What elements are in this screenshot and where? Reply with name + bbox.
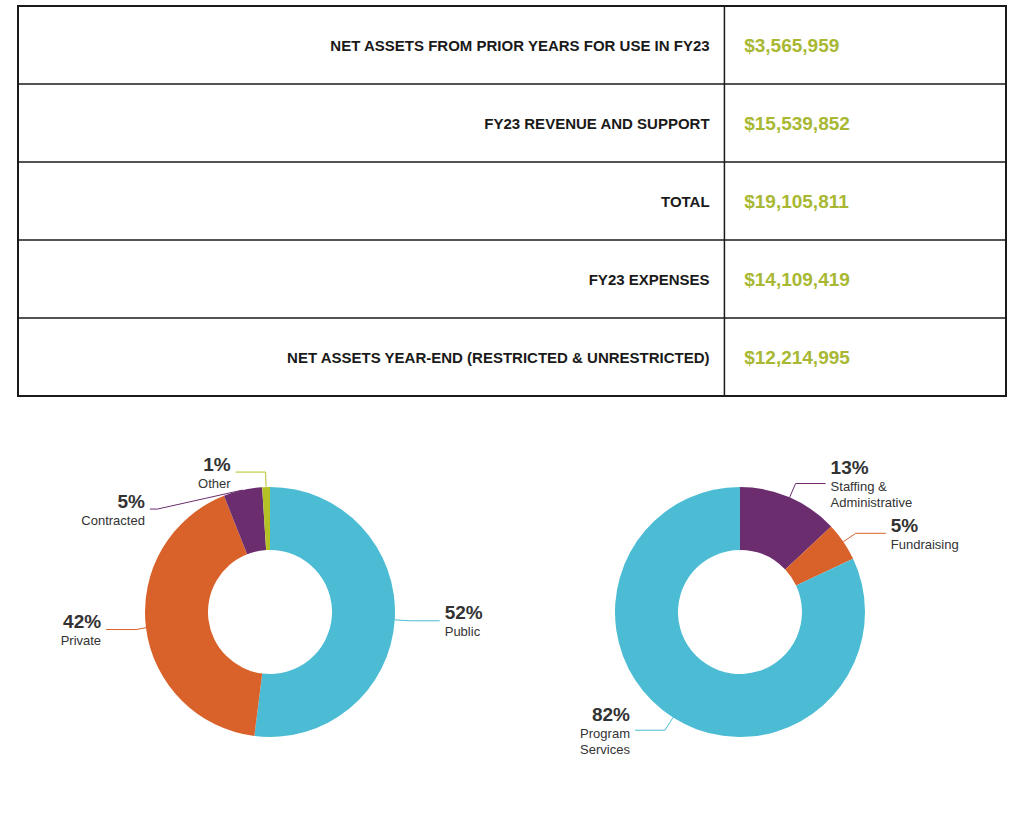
svg-text:Other: Other: [198, 476, 231, 491]
svg-text:52%: 52%: [445, 602, 483, 623]
svg-text:$12,214,995: $12,214,995: [744, 347, 850, 368]
svg-text:5%: 5%: [891, 515, 919, 536]
svg-text:Fundraising: Fundraising: [891, 537, 959, 552]
svg-text:$14,109,419: $14,109,419: [744, 269, 850, 290]
svg-text:Contracted: Contracted: [81, 513, 145, 528]
svg-text:Program: Program: [580, 726, 630, 741]
svg-text:FY23 REVENUE AND SUPPORT: FY23 REVENUE AND SUPPORT: [484, 115, 709, 132]
svg-text:Public: Public: [445, 624, 481, 639]
svg-text:$15,539,852: $15,539,852: [744, 113, 850, 134]
svg-text:NET ASSETS YEAR-END (RESTRICTE: NET ASSETS YEAR-END (RESTRICTED & UNREST…: [287, 349, 710, 366]
svg-text:1%: 1%: [203, 454, 231, 475]
svg-text:FY23 EXPENSES: FY23 EXPENSES: [589, 271, 710, 288]
svg-text:TOTAL: TOTAL: [661, 193, 710, 210]
svg-text:NET ASSETS FROM PRIOR YEARS FO: NET ASSETS FROM PRIOR YEARS FOR USE IN F…: [330, 37, 709, 54]
svg-text:$19,105,811: $19,105,811: [744, 191, 849, 212]
svg-text:Staffing &: Staffing &: [831, 479, 887, 494]
svg-text:Private: Private: [61, 633, 101, 648]
svg-text:13%: 13%: [831, 457, 869, 478]
svg-text:$3,565,959: $3,565,959: [744, 35, 839, 56]
svg-text:Administrative: Administrative: [831, 495, 913, 510]
svg-text:5%: 5%: [117, 491, 145, 512]
svg-text:Services: Services: [580, 742, 630, 757]
svg-text:42%: 42%: [63, 611, 101, 632]
svg-text:82%: 82%: [592, 704, 630, 725]
